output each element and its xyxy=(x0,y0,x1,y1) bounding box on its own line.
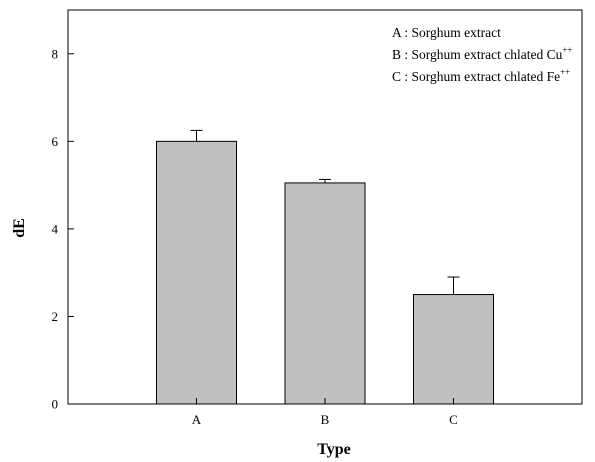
y-tick-label: 2 xyxy=(52,309,59,324)
legend-entry: C : Sorghum extract chlated Fe++ xyxy=(392,67,570,84)
bar-C xyxy=(413,294,494,405)
legend-entry: A : Sorghum extract xyxy=(392,25,501,40)
x-tick-label-A: A xyxy=(192,412,202,427)
bars-group xyxy=(156,129,494,405)
legend: A : Sorghum extract B : Sorghum extract c… xyxy=(392,25,573,84)
x-axis-title: Type xyxy=(317,441,350,458)
y-tick-label: 0 xyxy=(52,397,59,412)
y-tick-label: 4 xyxy=(52,221,59,236)
bar-B xyxy=(284,182,366,405)
x-tick-label-B: B xyxy=(321,412,330,427)
y-tick-label: 6 xyxy=(52,134,59,149)
legend-entry: B : Sorghum extract chlated Cu++ xyxy=(392,45,573,62)
x-axis: A B C xyxy=(192,398,458,427)
y-tick-label: 8 xyxy=(52,46,59,61)
y-axis-title: dE xyxy=(11,218,28,238)
x-tick-label-C: C xyxy=(449,412,458,427)
y-axis: 0 2 4 6 8 xyxy=(52,46,74,412)
bar-A xyxy=(156,140,237,405)
